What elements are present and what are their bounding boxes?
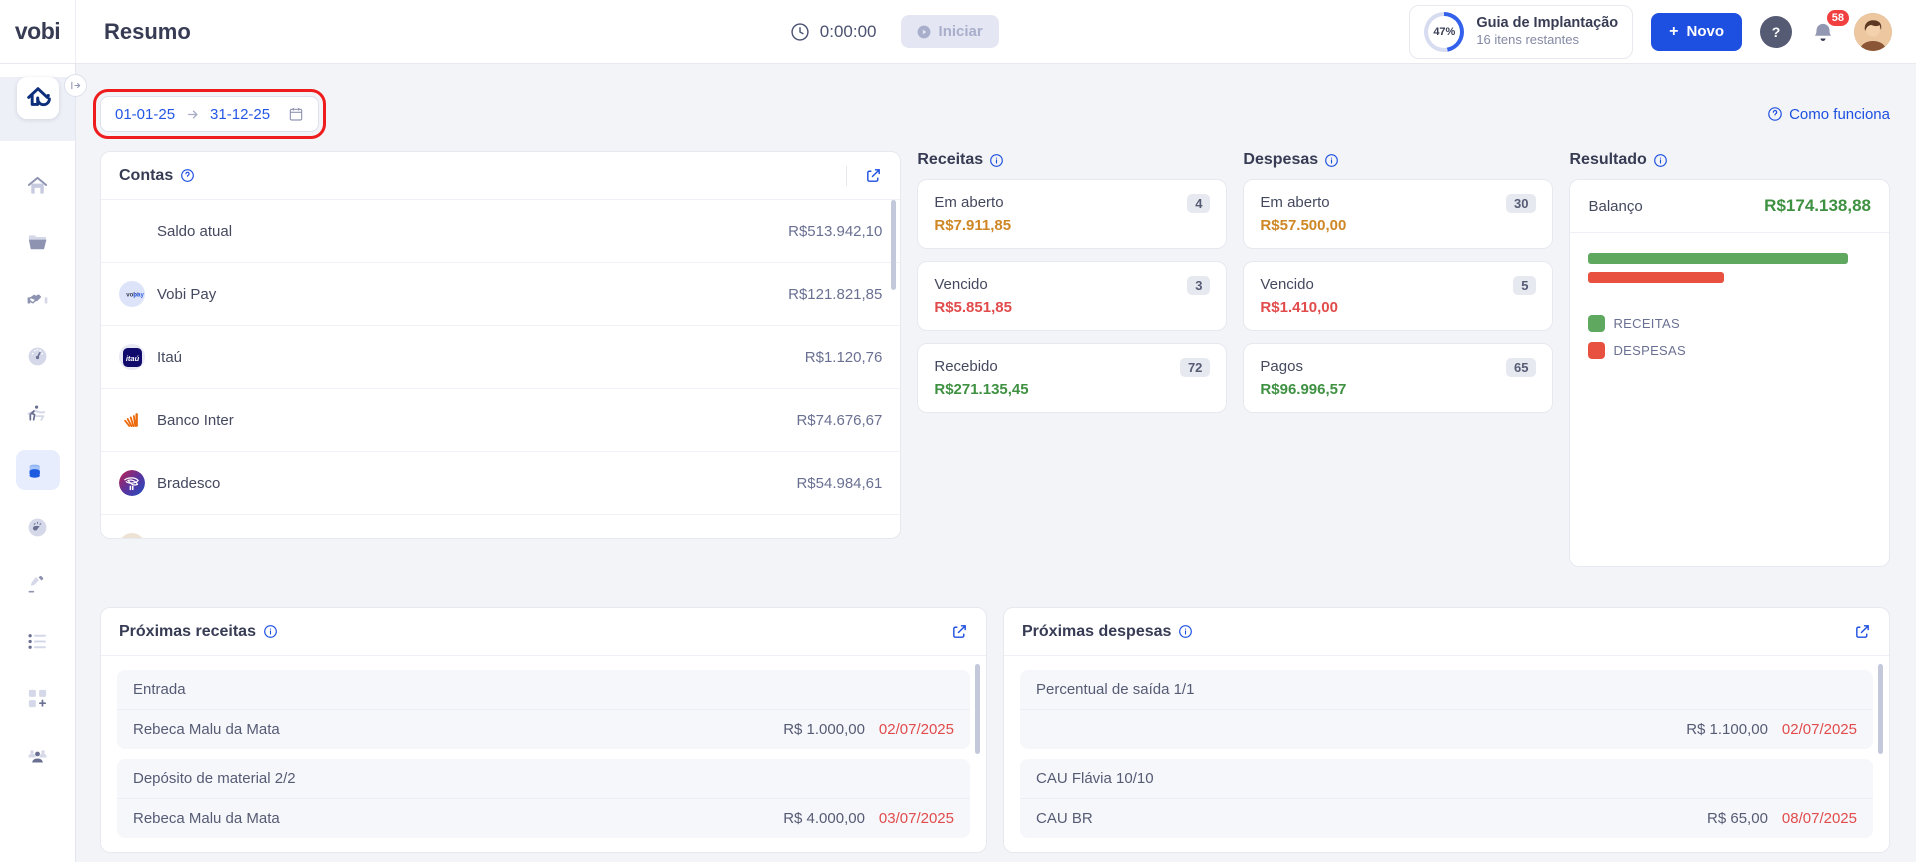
svg-text:itaú: itaú xyxy=(125,354,139,363)
svg-text:pay: pay xyxy=(133,292,144,298)
